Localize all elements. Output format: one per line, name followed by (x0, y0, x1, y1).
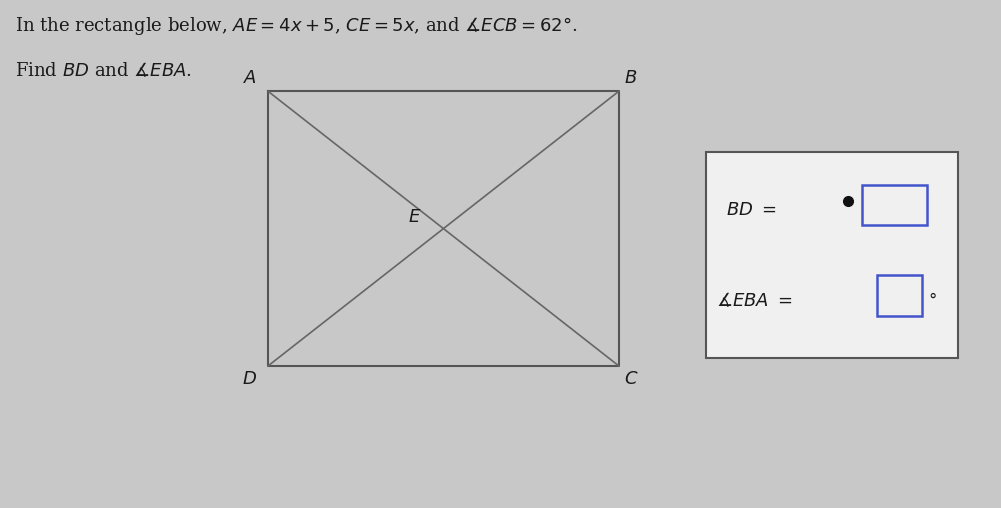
Text: In the rectangle below, $\mathit{AE}=4x+5$, $\mathit{CE}=5x$, and $\measuredangl: In the rectangle below, $\mathit{AE}=4x+… (15, 15, 578, 37)
Text: $°$: $°$ (928, 292, 937, 309)
Text: $\measuredangle \mathit{EBA}\ =$: $\measuredangle \mathit{EBA}\ =$ (716, 291, 793, 310)
Text: $E$: $E$ (408, 208, 421, 226)
Text: $A$: $A$ (243, 69, 257, 87)
Text: Find $\mathit{BD}$ and $\measuredangle \mathit{EBA}$.: Find $\mathit{BD}$ and $\measuredangle \… (15, 61, 192, 80)
Text: $D$: $D$ (242, 370, 257, 388)
Text: $B$: $B$ (624, 69, 638, 87)
FancyBboxPatch shape (862, 184, 927, 225)
Text: $C$: $C$ (624, 370, 639, 388)
FancyBboxPatch shape (877, 275, 922, 316)
Text: $\mathit{BD}\ =$: $\mathit{BD}\ =$ (726, 201, 777, 219)
FancyBboxPatch shape (706, 152, 958, 358)
